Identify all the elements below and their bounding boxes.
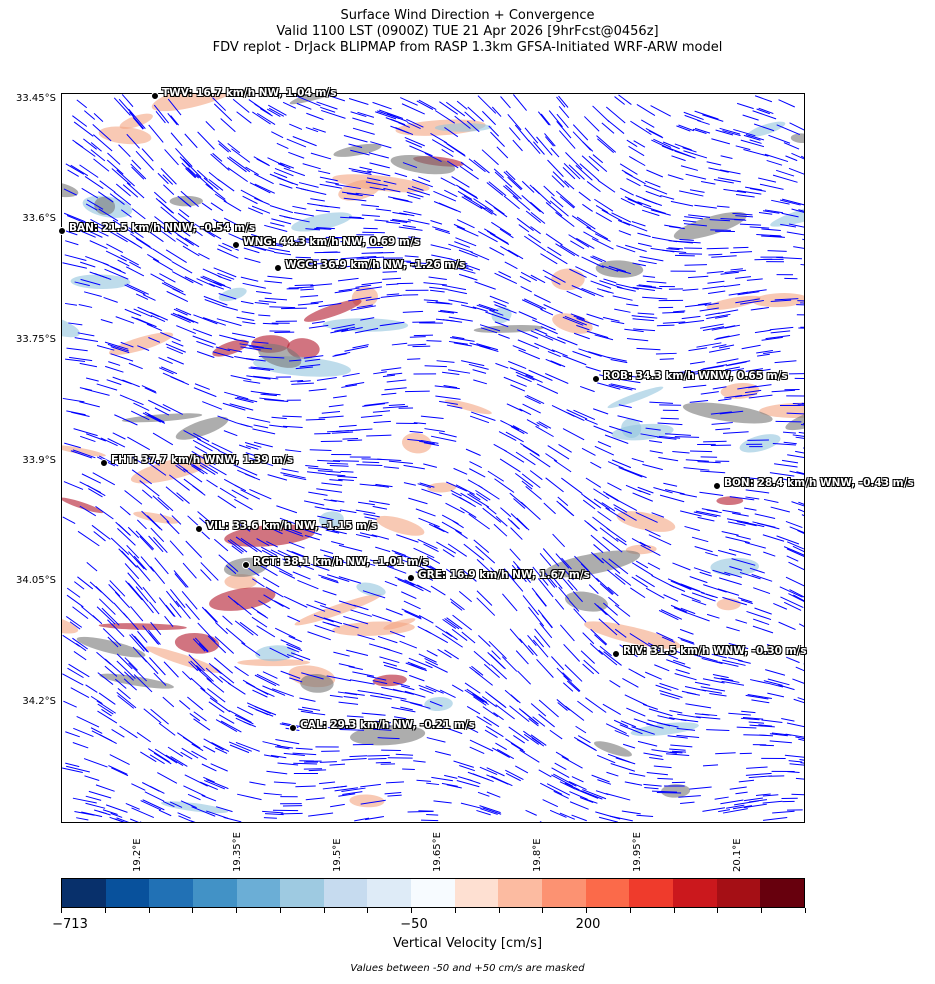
station-label: VIL: 33.6 km/h NW, -1.15 m/s bbox=[206, 520, 378, 532]
station-marker bbox=[195, 525, 203, 533]
lat-tick-label: 34.05°S bbox=[16, 575, 56, 586]
station-label: RGT: 38.1 km/h NW, -1.01 m/s bbox=[253, 556, 429, 568]
station-label: FHT: 37.7 km/h WNW, 1.39 m/s bbox=[111, 454, 294, 466]
colorbar bbox=[61, 878, 805, 908]
colorbar-swatch bbox=[760, 879, 804, 907]
lat-tick-label: 33.45°S bbox=[16, 93, 56, 104]
colorbar-tick-label: −713 bbox=[52, 917, 88, 932]
colorbar-swatch bbox=[62, 879, 106, 907]
colorbar-tick bbox=[761, 908, 763, 913]
colorbar-tick bbox=[411, 908, 413, 913]
colorbar-tick bbox=[104, 908, 106, 913]
station-label: GRE: 16.9 km/h NW, 1.67 m/s bbox=[418, 569, 590, 581]
colorbar-swatch bbox=[192, 879, 237, 907]
lon-tick-label: 19.35°E bbox=[232, 832, 243, 872]
lon-tick-label: 19.5°E bbox=[332, 838, 343, 872]
colorbar-swatch bbox=[323, 879, 368, 907]
station-marker bbox=[151, 92, 159, 100]
station-label: BAN: 21.5 km/h NNW, -0.54 m/s bbox=[69, 222, 256, 234]
colorbar-tick bbox=[367, 908, 369, 913]
colorbar-tick bbox=[279, 908, 281, 913]
station-label: ROB: 34.3 km/h WNW, 0.65 m/s bbox=[603, 370, 788, 382]
lon-tick-label: 19.8°E bbox=[532, 838, 543, 872]
colorbar-tick bbox=[498, 908, 500, 913]
colorbar-tick bbox=[586, 908, 588, 913]
colorbar-swatch bbox=[367, 879, 412, 907]
station-label: WNG: 44.3 km/h NW, 0.69 m/s bbox=[243, 236, 421, 248]
colorbar-swatch bbox=[672, 879, 717, 907]
station-label: TWV: 16.7 km/h NW, 1.04 m/s bbox=[162, 87, 337, 99]
station-label: BON: 28.4 km/h WNW, -0.43 m/s bbox=[724, 477, 914, 489]
station-label: RIV: 31.5 km/h WNW, -0.30 m/s bbox=[623, 645, 807, 657]
colorbar-tick bbox=[805, 908, 806, 913]
colorbar-swatch bbox=[585, 879, 630, 907]
mask-note: Values between -50 and +50 cm/s are mask… bbox=[350, 963, 585, 974]
colorbar-label: Vertical Velocity [cm/s] bbox=[392, 936, 543, 951]
lon-tick-label: 20.1°E bbox=[732, 838, 743, 872]
lat-tick-label: 33.75°S bbox=[16, 334, 56, 345]
station-marker bbox=[58, 227, 66, 235]
station-marker bbox=[232, 241, 240, 249]
station-marker bbox=[274, 264, 282, 272]
colorbar-swatch bbox=[149, 879, 193, 907]
colorbar-tick-label: −50 bbox=[400, 917, 428, 932]
station-marker bbox=[713, 482, 721, 490]
lon-tick-label: 19.65°E bbox=[432, 832, 443, 872]
title-line-2: Valid 1100 LST (0900Z) TUE 21 Apr 2026 [… bbox=[276, 24, 659, 39]
colorbar-swatch bbox=[411, 879, 455, 907]
lat-tick-label: 33.9°S bbox=[22, 455, 56, 466]
lat-tick-label: 33.6°S bbox=[22, 213, 56, 224]
colorbar-swatch bbox=[236, 879, 281, 907]
title-line-3: FDV replot - DrJack BLIPMAP from RASP 1.… bbox=[212, 40, 723, 55]
station-marker bbox=[100, 459, 108, 467]
station-marker bbox=[242, 561, 250, 569]
colorbar-tick bbox=[323, 908, 325, 913]
colorbar-swatch bbox=[498, 879, 543, 907]
wind-vector-field bbox=[0, 11, 904, 852]
station-marker bbox=[612, 650, 620, 658]
colorbar-swatch bbox=[105, 879, 150, 907]
station-marker bbox=[289, 724, 297, 732]
colorbar-swatch bbox=[716, 879, 761, 907]
station-marker bbox=[592, 375, 600, 383]
colorbar-tick bbox=[542, 908, 544, 913]
lon-tick-label: 19.95°E bbox=[632, 832, 643, 872]
lat-tick-label: 34.2°S bbox=[22, 696, 56, 707]
station-label: CAL: 29.3 km/h NW, -0.21 m/s bbox=[300, 719, 475, 731]
station-marker bbox=[407, 574, 415, 582]
colorbar-swatch bbox=[280, 879, 324, 907]
station-label: WGC: 36.9 km/h NW, -1.26 m/s bbox=[285, 259, 466, 271]
lon-tick-label: 19.2°E bbox=[132, 838, 143, 872]
colorbar-tick bbox=[454, 908, 456, 913]
colorbar-tick bbox=[148, 908, 150, 913]
colorbar-tick-label: 200 bbox=[575, 917, 601, 932]
colorbar-tick bbox=[717, 908, 719, 913]
colorbar-swatch bbox=[454, 879, 499, 907]
colorbar-swatch bbox=[629, 879, 673, 907]
colorbar-tick bbox=[61, 908, 62, 913]
colorbar-tick bbox=[236, 908, 238, 913]
colorbar-tick bbox=[673, 908, 675, 913]
colorbar-swatch bbox=[542, 879, 586, 907]
wind-map bbox=[0, 11, 904, 852]
colorbar-tick bbox=[192, 908, 194, 913]
colorbar-tick bbox=[629, 908, 631, 913]
title-line-1: Surface Wind Direction + Convergence bbox=[340, 8, 595, 23]
